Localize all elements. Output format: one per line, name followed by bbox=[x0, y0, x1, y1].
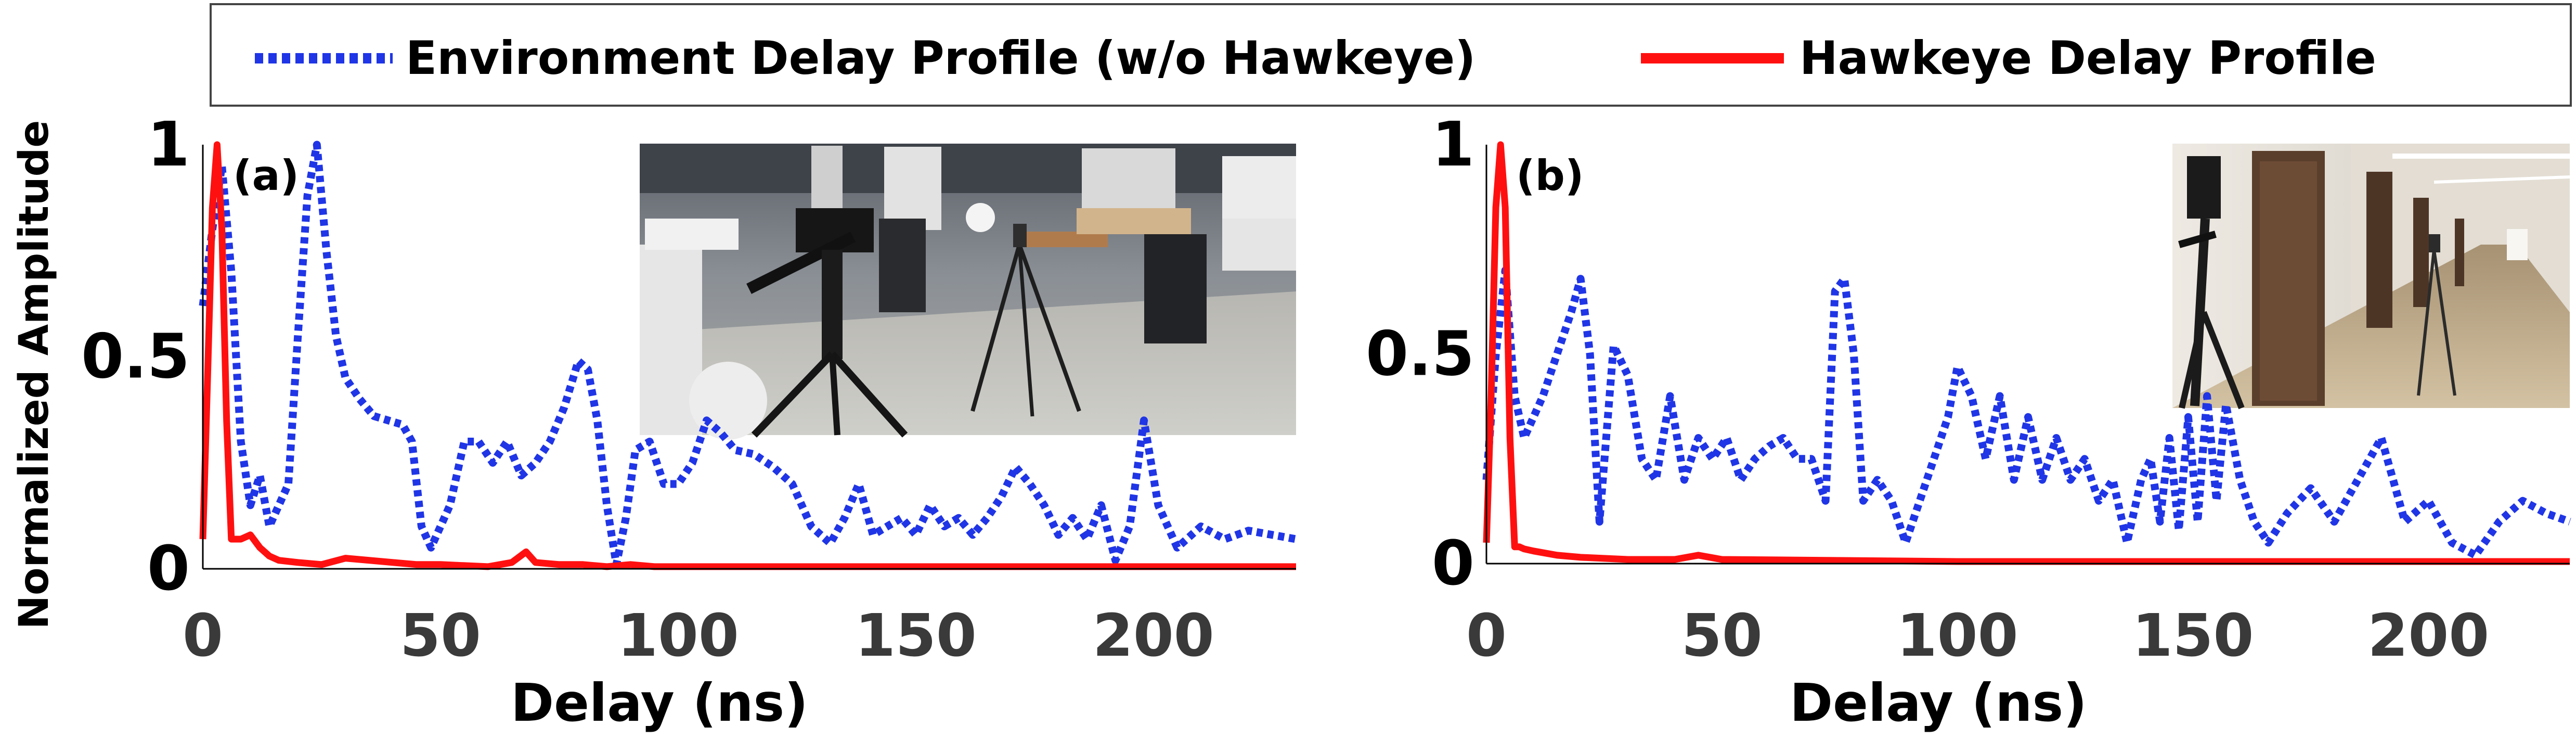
panel-a-xtick-label: 0 bbox=[183, 602, 223, 670]
panel-a-xtick-label: 150 bbox=[855, 602, 977, 670]
panel-a-label: (a) bbox=[233, 151, 299, 200]
panel-b-xtick-label: 200 bbox=[2367, 602, 2489, 670]
panel-a-xtick-label: 200 bbox=[1093, 602, 1214, 670]
legend-hawkeye-label: Hawkeye Delay Profile bbox=[1800, 31, 2376, 85]
legend: Environment Delay Profile (w/o Hawkeye) … bbox=[210, 3, 2572, 107]
panel-a-yticks: 00.51 bbox=[81, 108, 190, 604]
panel-a-xtick-label: 50 bbox=[400, 602, 481, 670]
panel-a-xticks: 0 50 100 150 200 bbox=[183, 602, 1214, 670]
hallway-with-tripod-photo bbox=[2172, 144, 2570, 410]
panel-a-xtick-label: 100 bbox=[617, 602, 739, 670]
legend-box bbox=[210, 3, 2572, 107]
panel-b-xtick-label: 150 bbox=[2132, 602, 2254, 670]
panel-b-ytick-label: 0.5 bbox=[1366, 318, 1474, 390]
panel-b-label: (b) bbox=[1516, 151, 1584, 200]
panel-a-plot bbox=[199, 141, 1297, 570]
indoor-lab-with-tripod-photo bbox=[640, 144, 1296, 440]
legend-environment-label: Environment Delay Profile (w/o Hawkeye) bbox=[406, 31, 1475, 85]
panel-a-x-axis-label: Delay (ns) bbox=[511, 672, 808, 733]
panel-a-environment-series-line bbox=[199, 141, 1297, 569]
panel-b-yticks: 00.51 bbox=[1366, 108, 1474, 599]
panel-b-hawkeye-series-line bbox=[1483, 141, 2570, 565]
panel-b-environment-series-line bbox=[1482, 266, 2571, 559]
panel-b-plot bbox=[1482, 141, 2571, 565]
panel-b-ytick-label: 0 bbox=[1432, 527, 1474, 599]
panel-b-xtick-label: 0 bbox=[1466, 602, 1507, 670]
panel-a-ytick-label: 0 bbox=[147, 532, 190, 604]
panel-b-x-axis-label: Delay (ns) bbox=[1790, 672, 2087, 733]
panel-b-xticks: 0 50 100 150 200 bbox=[1466, 602, 2489, 670]
panel-b: 00.51 0 50 100 150 200 (b) bbox=[1366, 108, 2571, 733]
panel-b-xtick-label: 50 bbox=[1681, 602, 1763, 670]
panel-a-ytick-label: 1 bbox=[147, 108, 190, 180]
panel-a: 00.51 0 50 100 150 200 bbox=[81, 108, 1297, 733]
panel-b-ytick-label: 1 bbox=[1432, 108, 1474, 180]
y-axis-label: Normalized Amplitude bbox=[11, 120, 58, 630]
panel-a-hawkeye-series-line bbox=[199, 141, 1296, 570]
panel-b-xtick-label: 100 bbox=[1897, 602, 2018, 670]
panel-a-ytick-label: 0.5 bbox=[81, 321, 190, 392]
